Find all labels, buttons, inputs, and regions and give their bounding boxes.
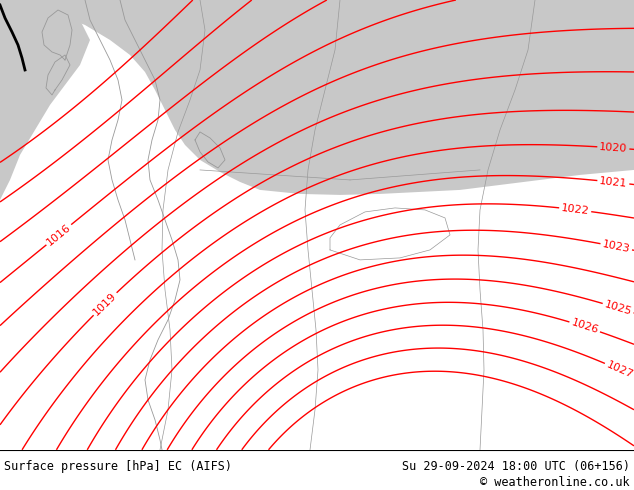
Polygon shape (0, 0, 90, 200)
Text: 1026: 1026 (570, 318, 600, 336)
Text: 1025: 1025 (603, 299, 633, 317)
Text: 1021: 1021 (599, 176, 628, 189)
Text: Su 29-09-2024 18:00 UTC (06+156): Su 29-09-2024 18:00 UTC (06+156) (402, 460, 630, 473)
Text: 1016: 1016 (45, 222, 73, 247)
Text: 1020: 1020 (599, 142, 628, 154)
Text: Surface pressure [hPa] EC (AIFS): Surface pressure [hPa] EC (AIFS) (4, 460, 232, 473)
Text: 1023: 1023 (602, 239, 631, 254)
Polygon shape (0, 0, 634, 195)
Text: 1022: 1022 (560, 203, 590, 216)
Text: 1019: 1019 (91, 291, 119, 318)
Text: 1027: 1027 (605, 360, 634, 380)
Text: © weatheronline.co.uk: © weatheronline.co.uk (481, 476, 630, 489)
